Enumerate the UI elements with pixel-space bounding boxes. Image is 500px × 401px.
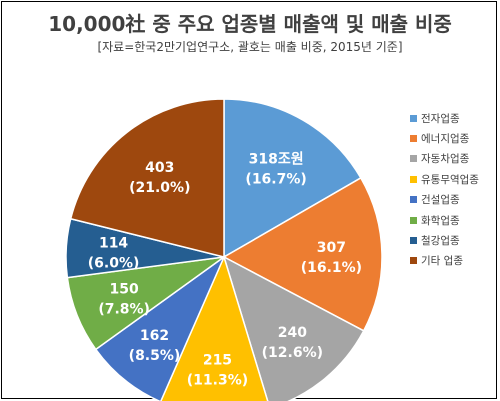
slice-value-label-6: 114 xyxy=(99,236,128,252)
legend-swatch-6 xyxy=(410,237,417,245)
slice-percent-label-1: (16.1%) xyxy=(301,260,362,276)
pie-slice-1 xyxy=(222,176,383,332)
legend-item-6: 철강업종 xyxy=(410,230,496,250)
legend-label-5: 화학업종 xyxy=(421,214,460,227)
chart-title: 10,000社 중 주요 업종별 매출액 및 매출 비중 xyxy=(48,12,452,36)
slice-percent-label-3: (11.3%) xyxy=(187,372,248,388)
legend-item-3: 유통무역업종 xyxy=(410,169,496,189)
legend-label-1: 에너지업종 xyxy=(421,133,470,146)
legend-swatch-1 xyxy=(410,135,417,143)
slice-value-label-1: 307 xyxy=(317,240,346,256)
slice-value-label-0: 318조원 xyxy=(249,152,304,168)
slice-percent-label-7: (21.0%) xyxy=(129,180,190,196)
legend-swatch-2 xyxy=(410,155,417,163)
slice-value-label-5: 150 xyxy=(110,282,139,298)
legend-label-2: 자동차업종 xyxy=(421,153,470,166)
legend-item-4: 건설업종 xyxy=(410,190,496,210)
pie-slice-7 xyxy=(69,98,225,258)
pie-slice-3 xyxy=(160,254,269,401)
legend-label-7: 기타 업종 xyxy=(421,255,463,268)
slice-value-label-4: 162 xyxy=(140,328,169,344)
slice-percent-label-4: (8.5%) xyxy=(129,348,181,364)
slice-percent-label-5: (7.8%) xyxy=(98,302,150,318)
legend-swatch-0 xyxy=(410,114,417,122)
slice-percent-label-6: (6.0%) xyxy=(88,256,140,272)
slice-percent-label-0: (16.7%) xyxy=(245,172,306,188)
legend-item-0: 전자업종 xyxy=(410,108,496,128)
legend-item-2: 자동차업종 xyxy=(410,149,496,169)
legend-label-0: 전자업종 xyxy=(421,112,460,125)
slice-value-label-3: 215 xyxy=(203,352,232,368)
legend-label-4: 건설업종 xyxy=(421,194,460,207)
legend-swatch-3 xyxy=(410,175,417,183)
chart-subtitle: [자료=한국2만기업연구소, 괄호는 매출 비중, 2015년 기준] xyxy=(97,40,403,54)
pie-slice-2 xyxy=(222,255,365,401)
slice-value-label-7: 403 xyxy=(145,160,174,176)
legend-item-7: 기타 업종 xyxy=(410,251,496,271)
pie-slice-0 xyxy=(223,98,362,259)
legend-label-6: 철강업종 xyxy=(421,235,460,248)
legend-item-1: 에너지업종 xyxy=(410,128,496,148)
legend-label-3: 유통무역업종 xyxy=(421,173,479,186)
pie-slice-4 xyxy=(94,254,226,401)
legend-swatch-5 xyxy=(410,216,417,224)
legend-swatch-4 xyxy=(410,196,417,204)
slice-value-label-2: 240 xyxy=(278,325,307,341)
legend-swatch-7 xyxy=(410,257,417,265)
legend-item-5: 화학업종 xyxy=(410,210,496,230)
slice-percent-label-2: (12.6%) xyxy=(262,345,323,361)
